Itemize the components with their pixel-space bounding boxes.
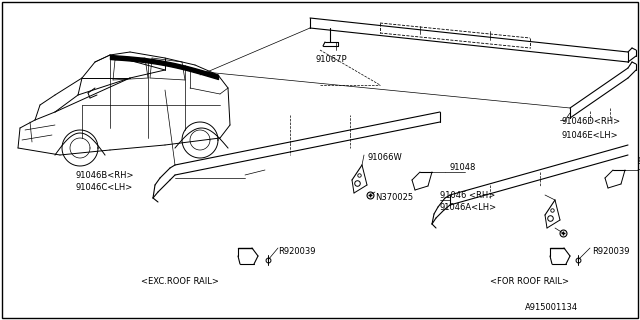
Text: 91048: 91048 [638,157,640,166]
Text: N370025: N370025 [375,194,413,203]
Text: R920039: R920039 [592,247,630,257]
Text: 91046E<LH>: 91046E<LH> [562,131,619,140]
Text: 91048: 91048 [450,164,476,172]
Text: 91046C<LH>: 91046C<LH> [75,183,132,193]
Text: 91046 <RH>: 91046 <RH> [440,190,495,199]
Text: 91066W: 91066W [368,154,403,163]
Text: 91046A<LH>: 91046A<LH> [440,204,497,212]
Text: 91046D<RH>: 91046D<RH> [562,117,621,126]
Text: R920039: R920039 [278,247,316,257]
Text: 91046B<RH>: 91046B<RH> [75,171,134,180]
Text: A915001134: A915001134 [525,303,578,313]
Text: 91067P: 91067P [316,55,348,65]
Text: <EXC.ROOF RAIL>: <EXC.ROOF RAIL> [141,277,219,286]
Text: <FOR ROOF RAIL>: <FOR ROOF RAIL> [490,277,570,286]
